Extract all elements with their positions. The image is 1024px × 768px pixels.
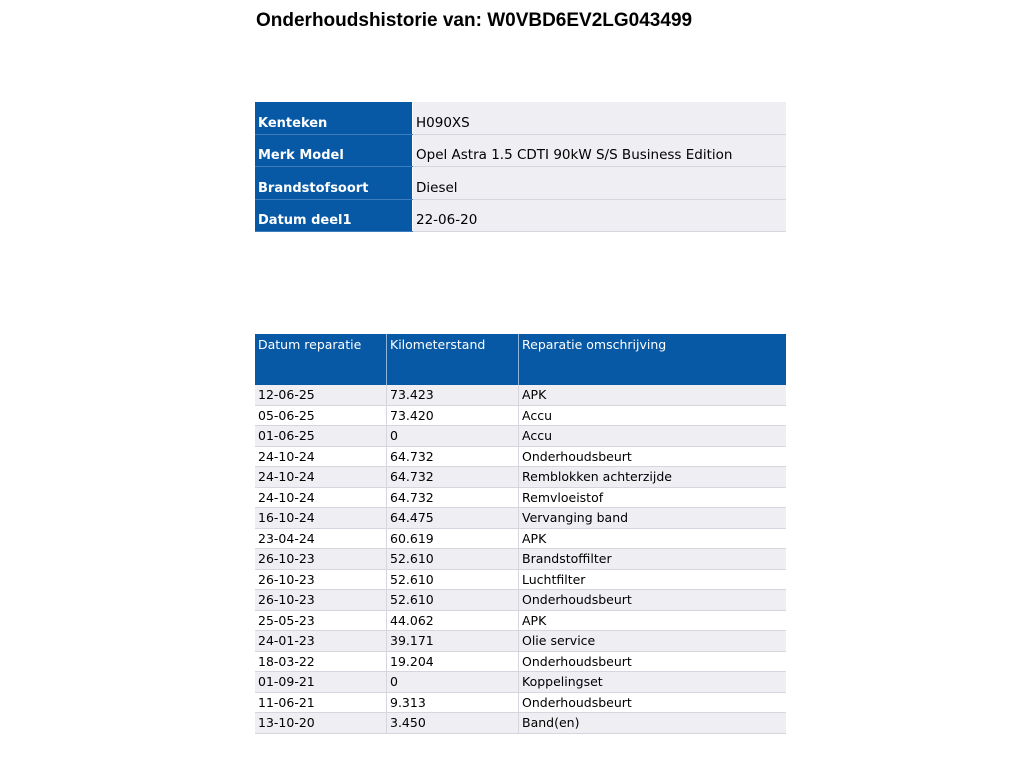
table-row: 24-10-24 64.732 Onderhoudsbeurt — [255, 446, 786, 467]
info-label: Datum deel1 — [255, 199, 413, 232]
cell-datum: 24-10-24 — [255, 446, 387, 467]
header-omschrijving: Reparatie omschrijving — [518, 334, 786, 385]
table-row: 24-10-24 64.732 Remblokken achterzijde — [255, 466, 786, 488]
cell-datum: 26-10-23 — [255, 548, 387, 570]
cell-kilometerstand: 64.732 — [386, 487, 519, 508]
info-row: Merk Model Opel Astra 1.5 CDTI 90kW S/S B… — [255, 134, 786, 167]
table-row: 26-10-23 52.610 Luchtfilter — [255, 569, 786, 590]
info-value: H090XS — [412, 102, 786, 135]
header-kilometerstand: Kilometerstand — [386, 334, 519, 385]
cell-datum: 25-05-23 — [255, 610, 387, 631]
cell-datum: 24-10-24 — [255, 466, 387, 488]
info-label: Brandstofsoort — [255, 166, 413, 200]
cell-omschrijving: Accu — [518, 405, 786, 426]
cell-datum: 26-10-23 — [255, 569, 387, 590]
cell-datum: 05-06-25 — [255, 405, 387, 426]
cell-omschrijving: Onderhoudsbeurt — [518, 692, 786, 713]
table-row: 26-10-23 52.610 Brandstoffilter — [255, 548, 786, 570]
table-row: 01-06-25 0 Accu — [255, 425, 786, 447]
cell-kilometerstand: 73.420 — [386, 405, 519, 426]
cell-kilometerstand: 73.423 — [386, 385, 519, 406]
cell-datum: 16-10-24 — [255, 507, 387, 529]
cell-kilometerstand: 0 — [386, 425, 519, 447]
cell-datum: 12-06-25 — [255, 385, 387, 406]
info-row: Brandstofsoort Diesel — [255, 166, 786, 200]
cell-omschrijving: Band(en) — [518, 712, 786, 734]
info-label: Merk Model — [255, 134, 413, 167]
cell-kilometerstand: 52.610 — [386, 589, 519, 611]
cell-kilometerstand: 44.062 — [386, 610, 519, 631]
table-row: 18-03-22 19.204 Onderhoudsbeurt — [255, 651, 786, 672]
cell-kilometerstand: 64.732 — [386, 446, 519, 467]
maintenance-history-table: Datum reparatie Kilometerstand Reparatie… — [255, 334, 786, 734]
table-row: 16-10-24 64.475 Vervanging band — [255, 507, 786, 529]
table-row: 23-04-24 60.619 APK — [255, 528, 786, 549]
cell-kilometerstand: 3.450 — [386, 712, 519, 734]
cell-kilometerstand: 52.610 — [386, 548, 519, 570]
cell-omschrijving: APK — [518, 528, 786, 549]
cell-omschrijving: Onderhoudsbeurt — [518, 589, 786, 611]
cell-omschrijving: Remblokken achterzijde — [518, 466, 786, 488]
table-row: 13-10-20 3.450 Band(en) — [255, 712, 786, 734]
info-value: Opel Astra 1.5 CDTI 90kW S/S Business Ed… — [412, 134, 786, 167]
table-header-row: Datum reparatie Kilometerstand Reparatie… — [255, 334, 786, 385]
cell-omschrijving: Onderhoudsbeurt — [518, 446, 786, 467]
info-value: 22-06-20 — [412, 199, 786, 232]
table-row: 24-10-24 64.732 Remvloeistof — [255, 487, 786, 508]
cell-kilometerstand: 39.171 — [386, 630, 519, 652]
cell-datum: 26-10-23 — [255, 589, 387, 611]
cell-datum: 24-01-23 — [255, 630, 387, 652]
info-row: Kenteken H090XS — [255, 102, 786, 135]
cell-omschrijving: Remvloeistof — [518, 487, 786, 508]
cell-datum: 11-06-21 — [255, 692, 387, 713]
cell-omschrijving: Koppelingset — [518, 671, 786, 693]
vehicle-info-table: Kenteken H090XS Merk Model Opel Astra 1.5 C… — [255, 102, 786, 232]
info-label: Kenteken — [255, 102, 413, 135]
header-datum: Datum reparatie — [255, 334, 387, 385]
cell-omschrijving: Vervanging band — [518, 507, 786, 529]
cell-datum: 24-10-24 — [255, 487, 387, 508]
table-row: 12-06-25 73.423 APK — [255, 385, 786, 406]
cell-omschrijving: APK — [518, 385, 786, 406]
cell-kilometerstand: 19.204 — [386, 651, 519, 672]
cell-kilometerstand: 0 — [386, 671, 519, 693]
cell-omschrijving: Onderhoudsbeurt — [518, 651, 786, 672]
table-row: 05-06-25 73.420 Accu — [255, 405, 786, 426]
page-title: Onderhoudshistorie van: W0VBD6EV2LG04349… — [256, 10, 693, 31]
info-row: Datum deel1 22-06-20 — [255, 199, 786, 232]
table-row: 26-10-23 52.610 Onderhoudsbeurt — [255, 589, 786, 611]
cell-kilometerstand: 64.475 — [386, 507, 519, 529]
cell-omschrijving: APK — [518, 610, 786, 631]
cell-omschrijving: Brandstoffilter — [518, 548, 786, 570]
table-row: 25-05-23 44.062 APK — [255, 610, 786, 631]
cell-datum: 01-09-21 — [255, 671, 387, 693]
cell-datum: 18-03-22 — [255, 651, 387, 672]
cell-datum: 01-06-25 — [255, 425, 387, 447]
table-row: 01-09-21 0 Koppelingset — [255, 671, 786, 693]
cell-kilometerstand: 64.732 — [386, 466, 519, 488]
table-row: 11-06-21 9.313 Onderhoudsbeurt — [255, 692, 786, 713]
cell-datum: 13-10-20 — [255, 712, 387, 734]
info-value: Diesel — [412, 166, 786, 200]
cell-kilometerstand: 9.313 — [386, 692, 519, 713]
cell-kilometerstand: 60.619 — [386, 528, 519, 549]
cell-omschrijving: Accu — [518, 425, 786, 447]
table-row: 24-01-23 39.171 Olie service — [255, 630, 786, 652]
cell-omschrijving: Luchtfilter — [518, 569, 786, 590]
cell-omschrijving: Olie service — [518, 630, 786, 652]
cell-kilometerstand: 52.610 — [386, 569, 519, 590]
cell-datum: 23-04-24 — [255, 528, 387, 549]
